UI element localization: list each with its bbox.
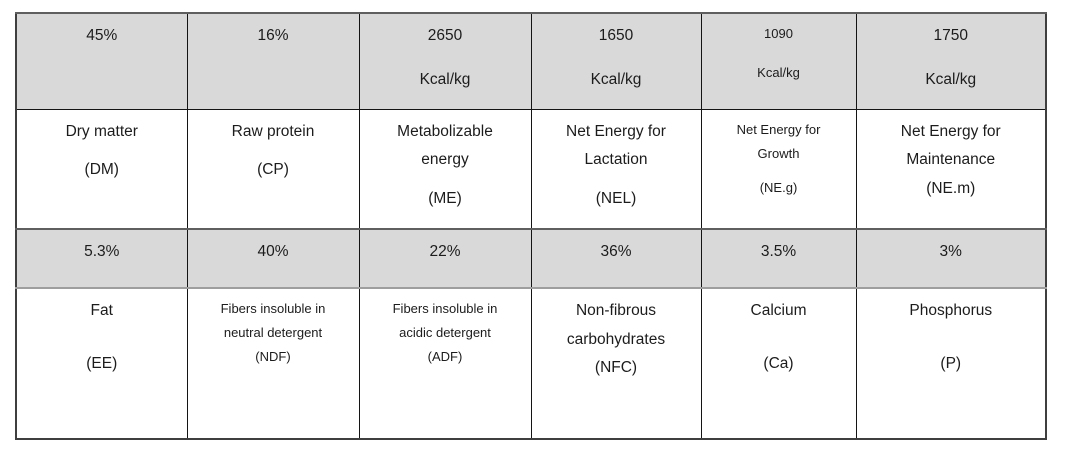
nutrient-name: Net Energy for Growth <box>736 121 821 161</box>
nutrient-abbr: (NE.m) <box>926 179 976 197</box>
cell-p-value: 3% <box>855 228 1047 289</box>
cell-ndf-label: Fibers insoluble in neutral detergent (N… <box>186 287 360 440</box>
nutrient-abbr: (ADF) <box>427 349 463 365</box>
nutrient-abbr: (ME) <box>428 189 462 207</box>
cell-adf-label: Fibers insoluble in acidic detergent (AD… <box>358 287 532 440</box>
cell-me-label: Metabolizable energy (ME) <box>358 108 532 230</box>
nutrient-abbr: (NFC) <box>594 359 638 377</box>
table-row-values-2: 5.3% 40% 22% 36% 3.5% 3% <box>15 228 1047 289</box>
nutrient-name: Raw protein <box>231 122 315 140</box>
nutrient-name: Fibers insoluble in acidic detergent <box>392 301 498 341</box>
nutrient-abbr: (CP) <box>257 161 289 179</box>
nutrient-value: 5.3% <box>84 243 120 260</box>
nutrient-name: Metabolizable energy <box>397 122 493 169</box>
cell-neg-value: 1090 Kcal/kg <box>700 12 857 110</box>
nutrient-name: Net Energy for Lactation <box>566 122 666 169</box>
nutrient-abbr: (NE.g) <box>759 179 798 195</box>
nutrient-abbr: (Ca) <box>763 354 794 372</box>
nutrient-unit: Kcal/kg <box>590 70 642 88</box>
cell-me-value: 2650 Kcal/kg <box>358 12 532 110</box>
table-row-values-1: 45% 16% 2650 Kcal/kg 1650 Kcal/kg 1090 K… <box>15 12 1047 110</box>
nutrient-value: 3% <box>939 243 962 260</box>
nutrient-name: Fat <box>90 302 113 319</box>
cell-dm-label: Dry matter (DM) <box>15 108 188 230</box>
cell-ee-label: Fat (EE) <box>15 287 188 440</box>
nutrient-value: 45% <box>86 27 118 44</box>
nutrient-value: 16% <box>257 27 289 44</box>
nutrient-value: 1750 <box>933 27 968 44</box>
nutrient-abbr: (EE) <box>86 354 118 372</box>
cell-nel-label: Net Energy for Lactation (NEL) <box>530 108 702 230</box>
cell-nfc-value: 36% <box>530 228 702 289</box>
nutrient-value: 40% <box>257 243 289 260</box>
nutrient-unit: Kcal/kg <box>925 70 977 88</box>
nutrient-name: Net Energy for Maintenance <box>900 122 1001 169</box>
cell-adf-value: 22% <box>358 228 532 289</box>
cell-nfc-label: Non-fibrous carbohydrates (NFC) <box>530 287 702 440</box>
nutrient-name: Fibers insoluble in neutral detergent <box>220 301 326 341</box>
cell-cp-value: 16% <box>186 12 360 110</box>
cell-ndf-value: 40% <box>186 228 360 289</box>
nutrient-abbr: (P) <box>940 354 962 372</box>
cell-neg-label: Net Energy for Growth (NE.g) <box>700 108 857 230</box>
cell-nem-value: 1750 Kcal/kg <box>855 12 1047 110</box>
cell-nem-label: Net Energy for Maintenance (NE.m) <box>855 108 1047 230</box>
nutrient-name: Non-fibrous carbohydrates <box>566 302 666 348</box>
nutrient-unit: Kcal/kg <box>419 70 471 88</box>
cell-cp-label: Raw protein (CP) <box>186 108 360 230</box>
nutrient-value: 1650 <box>598 27 634 44</box>
cell-ca-value: 3.5% <box>700 228 857 289</box>
cell-nel-value: 1650 Kcal/kg <box>530 12 702 110</box>
cell-p-label: Phosphorus (P) <box>855 287 1047 440</box>
nutrient-value: 3.5% <box>760 243 797 260</box>
nutrient-value: 2650 <box>427 27 463 44</box>
cell-ca-label: Calcium (Ca) <box>700 287 857 440</box>
nutrient-composition-table: 45% 16% 2650 Kcal/kg 1650 Kcal/kg 1090 K… <box>15 12 1047 440</box>
table-row-labels-2: Fat (EE) Fibers insoluble in neutral det… <box>15 287 1047 440</box>
nutrient-abbr: (NDF) <box>255 349 291 365</box>
nutrient-value: 36% <box>600 243 632 260</box>
nutrient-name: Phosphorus <box>909 302 993 319</box>
nutrient-abbr: (DM) <box>84 161 119 179</box>
table-row-labels-1: Dry matter (DM) Raw protein (CP) Metabol… <box>15 108 1047 230</box>
nutrient-value: 22% <box>429 243 461 260</box>
nutrient-abbr: (NEL) <box>595 189 637 207</box>
nutrient-name: Dry matter <box>65 122 138 140</box>
nutrient-value: 1090 <box>764 26 793 41</box>
nutrient-unit: Kcal/kg <box>757 65 800 81</box>
nutrient-name: Calcium <box>750 302 807 319</box>
cell-dm-value: 45% <box>15 12 188 110</box>
cell-ee-value: 5.3% <box>15 228 188 289</box>
